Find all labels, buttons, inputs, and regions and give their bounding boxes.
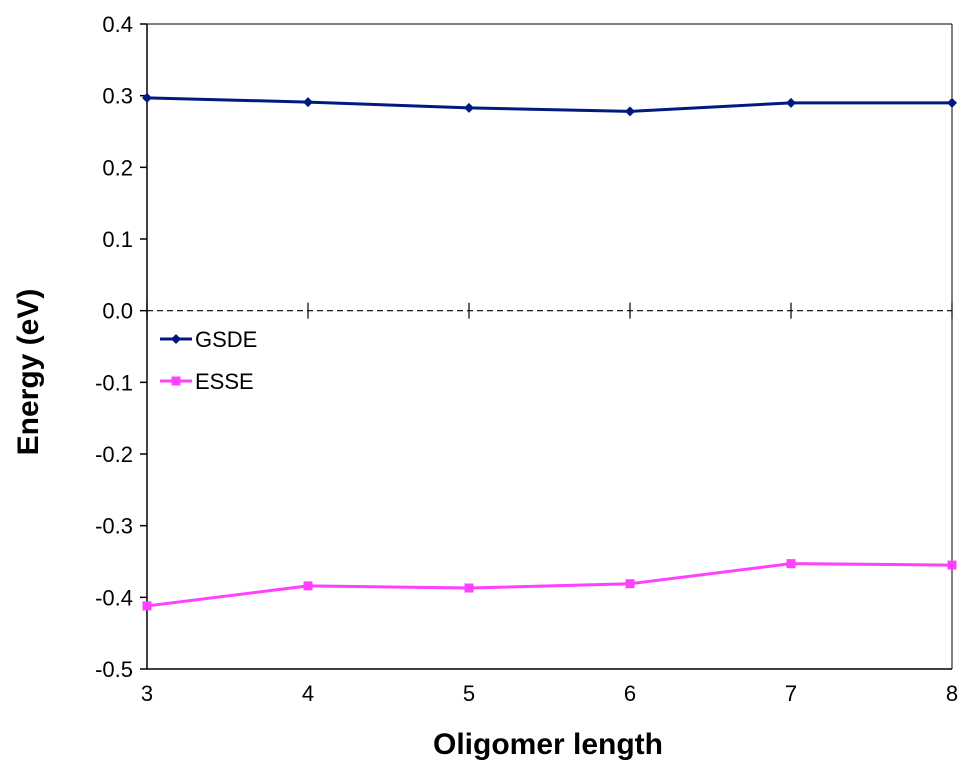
y-tick-label: -0.5 (95, 657, 133, 682)
series-esse (142, 559, 957, 611)
series-line-esse (146, 562, 953, 608)
y-tick-label: 0.1 (102, 227, 133, 252)
series-lines (142, 92, 957, 611)
legend: GSDE ESSE (160, 327, 257, 394)
x-tick-label: 5 (463, 681, 475, 706)
data-point-gsde (947, 97, 957, 108)
y-tick-label: 0.4 (102, 12, 133, 37)
data-point-esse (786, 559, 796, 569)
legend-label: ESSE (195, 369, 254, 394)
x-axis-title: Oligomer length (433, 728, 663, 761)
y-tick-label: -0.3 (95, 514, 133, 539)
series-gsde (142, 92, 957, 117)
y-tick-label: -0.4 (95, 585, 133, 610)
data-point-esse (142, 601, 152, 611)
data-point-esse (464, 583, 474, 593)
data-point-gsde (625, 106, 635, 117)
data-point-gsde (786, 97, 796, 108)
legend-swatch-marker (171, 334, 181, 344)
x-tick-label: 4 (302, 681, 314, 706)
y-axis-title: Energy (eV) (12, 289, 45, 456)
y-tick-label: 0.0 (102, 299, 133, 324)
data-point-esse (947, 560, 957, 570)
y-tick-label: 0.2 (102, 155, 133, 180)
x-tick-label: 7 (785, 681, 797, 706)
legend-item-esse: ESSE (160, 369, 254, 394)
data-point-esse (303, 581, 313, 591)
data-point-esse (625, 579, 635, 589)
legend-item-gsde: GSDE (160, 327, 257, 352)
y-tick-label: -0.1 (95, 370, 133, 395)
data-point-gsde (303, 97, 313, 108)
data-point-gsde (142, 92, 152, 103)
legend-label: GSDE (195, 327, 257, 352)
x-tick-label: 8 (946, 681, 958, 706)
y-tick-label: 0.3 (102, 84, 133, 109)
y-tick-label: -0.2 (95, 442, 133, 467)
x-tick-label: 3 (141, 681, 153, 706)
data-point-gsde (464, 102, 474, 113)
tick-labels: 0.4 0.3 0.2 0.1 0.0 -0.1 -0.2 -0.3 -0.4 -0.5 3 4 5 6 7… (95, 12, 958, 706)
axes (140, 23, 953, 670)
legend-swatch-marker (171, 376, 181, 386)
x-tick-label: 6 (624, 681, 636, 706)
series-line-gsde (146, 96, 952, 113)
